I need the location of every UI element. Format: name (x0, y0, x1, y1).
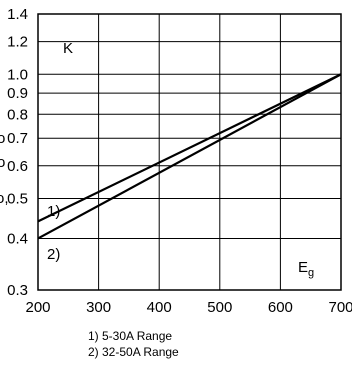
x-tick-labels: 200 300 400 500 600 700 (25, 299, 352, 316)
y-tick-label: 0.9 (7, 85, 28, 102)
x-axis-label-sub: g (308, 267, 314, 279)
y-tick-label: 0.3 (7, 282, 28, 299)
left-fragment-3: o, (0, 190, 9, 207)
series-line-2 (37, 73, 342, 240)
curve-2-label: 2) (47, 246, 60, 263)
left-fragment-2: o (0, 154, 5, 171)
legend-note-1: 1) 5-30A Range (88, 329, 172, 343)
y-tick-label: 0.8 (7, 106, 28, 123)
y-tick-label: 0.6 (7, 158, 28, 175)
y-tick-label: 1.0 (7, 66, 28, 83)
grid (38, 14, 341, 290)
x-tick-label: 200 (25, 299, 50, 316)
x-tick-label: 700 (328, 299, 352, 316)
x-tick-label: 400 (147, 299, 172, 316)
y-tick-label: 1.2 (7, 34, 28, 51)
y-tick-label: 1.4 (7, 6, 28, 23)
y-tick-labels: 1.4 1.2 1.0 0.9 0.8 0.7 0.6 0.5 0.4 0.3 (7, 6, 28, 299)
x-axis-label: Eg (298, 259, 314, 279)
plot-frame (37, 13, 342, 291)
y-tick-label: 0.7 (7, 130, 28, 147)
legend-note-2: 2) 32-50A Range (88, 345, 179, 359)
series-line-1 (37, 73, 342, 223)
series (37, 73, 342, 240)
x-tick-label: 500 (207, 299, 232, 316)
x-tick-label: 600 (268, 299, 293, 316)
y-tick-label: 0.5 (7, 190, 28, 207)
k-label: K (63, 40, 73, 57)
y-tick-label: 0.4 (7, 230, 28, 247)
left-fragment-1: o (0, 130, 5, 147)
curve-1-label: 1) (47, 203, 60, 220)
x-tick-label: 300 (86, 299, 111, 316)
x-axis-label-main: E (298, 259, 308, 276)
